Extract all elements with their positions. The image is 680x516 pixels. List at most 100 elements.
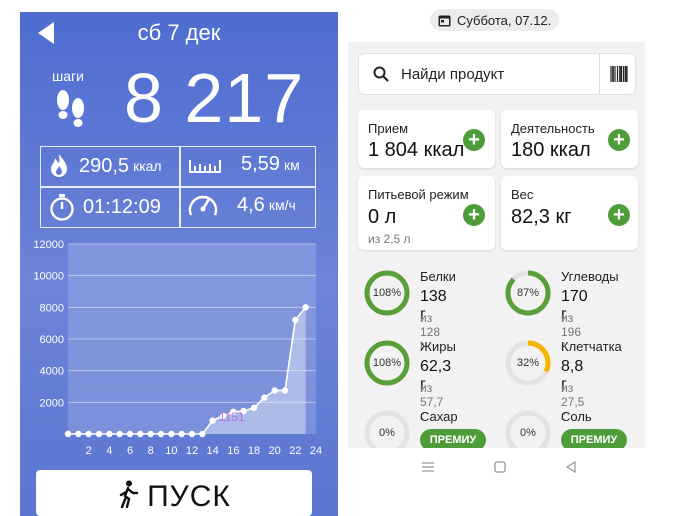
x-tick-label: 20 — [269, 445, 281, 457]
premium-button[interactable]: ПРЕМИУ — [420, 429, 486, 451]
data-point — [281, 387, 289, 394]
date-bar: Суббота, 07.12. — [348, 0, 645, 42]
data-point — [147, 430, 154, 438]
calories-value: 290,5 — [79, 154, 130, 177]
data-point — [271, 387, 278, 394]
progress-ring — [364, 340, 410, 386]
status-strip — [20, 0, 338, 12]
nutrition-screen: Суббота, 07.12. Найди продукт Прием 1 80… — [348, 0, 645, 516]
x-tick-label: 2 — [86, 445, 92, 457]
activity-card[interactable]: Деятельность 180 ккал + — [501, 110, 638, 168]
nutrient-percent: 32% — [516, 357, 540, 369]
card-title: Питьевой режим — [368, 187, 469, 202]
water-card[interactable]: Питьевой режим 0 л из 2,5 л + — [358, 176, 495, 250]
search-input[interactable]: Найди продукт — [401, 66, 505, 83]
y-tick-label: 8000 — [40, 302, 64, 314]
data-point — [178, 430, 185, 438]
ring-progress — [505, 270, 551, 316]
distance-value: 5,59 — [241, 153, 280, 175]
nutrient-name: Белки — [420, 269, 456, 284]
food-search[interactable]: Найди продукт — [358, 53, 636, 95]
x-tick-label: 6 — [127, 445, 133, 457]
intake-card[interactable]: Прием 1 804 ккал + — [358, 110, 495, 168]
nutrient-name: Клетчатка — [561, 339, 622, 354]
add-intake-button[interactable]: + — [463, 129, 485, 151]
nutrient-target: из 57,7 г — [420, 381, 444, 423]
x-tick-label: 8 — [148, 445, 154, 457]
start-button[interactable]: ПУСК — [36, 470, 312, 516]
data-point — [261, 394, 268, 401]
data-point — [209, 417, 216, 424]
nutrient-name: Жиры — [420, 339, 456, 354]
steps-count: 8 217 — [124, 59, 305, 137]
nutrient-percent: 108% — [372, 357, 402, 369]
card-value: 0 л — [368, 206, 397, 228]
add-water-button[interactable]: + — [463, 204, 485, 226]
home-icon[interactable] — [494, 461, 506, 473]
calories-unit: ккал — [133, 158, 162, 174]
y-tick-label: 4000 — [40, 366, 64, 378]
add-activity-button[interactable]: + — [608, 129, 630, 151]
y-tick-label: 2000 — [40, 397, 64, 409]
x-tick-label: 14 — [207, 445, 219, 457]
data-point — [85, 430, 92, 438]
duration-value: 01:12:09 — [83, 195, 161, 218]
nutrient-name: Сахар — [420, 409, 458, 424]
back-icon[interactable] — [565, 461, 577, 473]
nutrient-target: из 196 г — [561, 311, 582, 353]
card-value: 1 804 ккал — [368, 139, 465, 161]
data-point — [137, 430, 144, 438]
premium-button[interactable]: ПРЕМИУ — [561, 429, 627, 451]
nutrition-date: Суббота, 07.12. — [457, 12, 552, 28]
x-tick-label: 10 — [165, 445, 177, 457]
nutrient-amount: 62,3 г — [420, 358, 452, 393]
speed-unit: км/ч — [268, 197, 296, 213]
data-point — [64, 430, 72, 438]
marker-label: 1151 — [219, 410, 245, 424]
distance-stat: 5,59 км — [189, 153, 300, 176]
stats-grid: 290,5 ккал 5,59 км 01:12:09 4,6 — [40, 146, 316, 228]
data-point — [240, 407, 247, 415]
speed-stat: 4,6 км/ч — [187, 191, 296, 219]
data-point — [188, 430, 196, 438]
date-selector[interactable]: Суббота, 07.12. — [430, 9, 560, 31]
data-point — [219, 412, 227, 419]
data-point — [230, 408, 237, 416]
weight-card[interactable]: Вес 82,3 кг + — [501, 176, 638, 250]
data-point — [116, 430, 123, 438]
data-point — [168, 430, 175, 438]
nutrient-percent: 87% — [516, 287, 540, 299]
nutrient-percent: 108% — [372, 287, 402, 299]
x-tick-label: 16 — [227, 445, 239, 457]
y-tick-label: 10000 — [33, 271, 64, 283]
footprints-icon — [57, 90, 84, 127]
data-point — [106, 430, 113, 438]
nutrient-amount: 170 г — [561, 288, 588, 323]
card-value: 180 ккал — [511, 139, 591, 161]
back-arrow-icon[interactable] — [38, 22, 54, 44]
x-tick-label: 24 — [310, 445, 322, 457]
walker-icon — [119, 480, 139, 508]
ring-progress — [364, 340, 410, 386]
card-value: 82,3 кг — [511, 206, 572, 228]
menu-icon[interactable] — [422, 462, 434, 472]
x-tick-label: 12 — [186, 445, 198, 457]
y-tick-label: 12000 — [33, 239, 64, 251]
nutrient-name: Соль — [561, 409, 592, 424]
add-weight-button[interactable]: + — [608, 204, 630, 226]
card-title: Деятельность — [511, 121, 595, 136]
pedometer-screen: сб 7 дек шаги 8 217 290,5 ккал 5,59 км — [20, 0, 338, 516]
flame-icon — [51, 154, 67, 177]
data-point — [157, 430, 165, 438]
x-tick-label: 4 — [106, 445, 112, 457]
data-point — [199, 430, 206, 438]
barcode-icon[interactable] — [610, 65, 628, 83]
pedometer-date: сб 7 дек — [137, 20, 221, 45]
series-area — [68, 307, 306, 434]
progress-ring — [505, 340, 551, 386]
calendar-icon — [438, 15, 451, 26]
distance-unit: км — [283, 156, 300, 173]
card-title: Вес — [511, 187, 534, 202]
nutrient-amount: 138 г — [420, 288, 447, 323]
